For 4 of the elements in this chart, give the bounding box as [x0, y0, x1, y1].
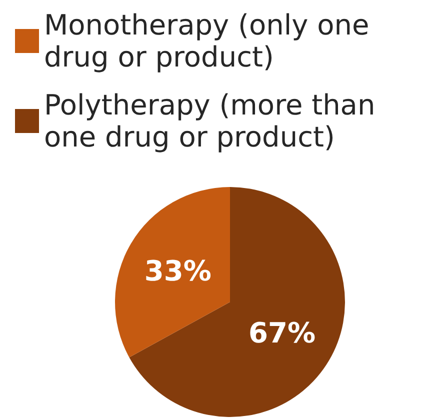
data-label: 67%: [248, 316, 316, 350]
legend-label: Monotherapy (only one drug or product): [44, 8, 378, 74]
legend-label: Polytherapy (more than one drug or product): [44, 88, 384, 154]
data-label: 33%: [144, 254, 212, 288]
